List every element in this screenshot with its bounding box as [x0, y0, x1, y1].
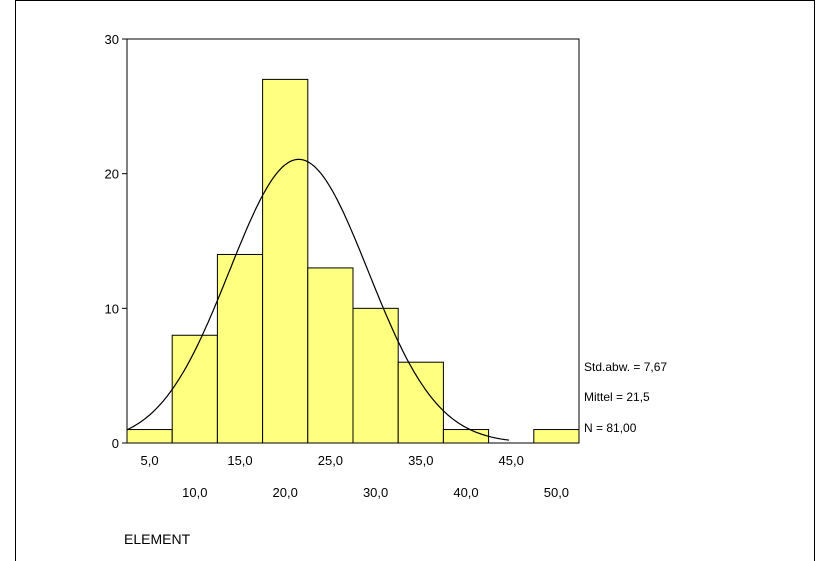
stat-mean: Mittel = 21,5 [584, 390, 650, 404]
x-tick-label: 10,0 [182, 485, 207, 500]
y-tick-label: 20 [105, 167, 119, 182]
y-tick-label: 30 [105, 32, 119, 47]
x-tick-label: 40,0 [453, 485, 478, 500]
x-tick-label: 30,0 [363, 485, 388, 500]
x-tick-label: 50,0 [544, 485, 569, 500]
histogram-bar-0 [126, 429, 173, 444]
x-axis-title: ELEMENT [124, 531, 191, 547]
chart-frame [15, 0, 815, 561]
x-tick-label: 5,0 [141, 453, 159, 468]
x-tick-label: 25,0 [318, 453, 343, 468]
histogram-bar-3 [262, 78, 309, 444]
histogram-bar-6 [397, 361, 444, 444]
x-tick-label: 35,0 [408, 453, 433, 468]
x-tick-label: 15,0 [227, 453, 252, 468]
normal-curve [126, 158, 509, 441]
histogram-bar-9 [533, 429, 580, 444]
stat-std: Std.abw. = 7,67 [584, 360, 667, 374]
stat-n: N = 81,00 [584, 421, 637, 435]
histogram-bar-5 [352, 307, 399, 444]
plot-area [126, 38, 580, 444]
x-tick-label: 45,0 [499, 453, 524, 468]
histogram-bar-4 [307, 267, 354, 444]
y-tick-label: 10 [105, 301, 119, 316]
y-tick-label: 0 [112, 436, 119, 451]
x-tick-label: 20,0 [273, 485, 298, 500]
histogram-bar-7 [442, 429, 490, 444]
histogram-bar-2 [216, 253, 264, 444]
